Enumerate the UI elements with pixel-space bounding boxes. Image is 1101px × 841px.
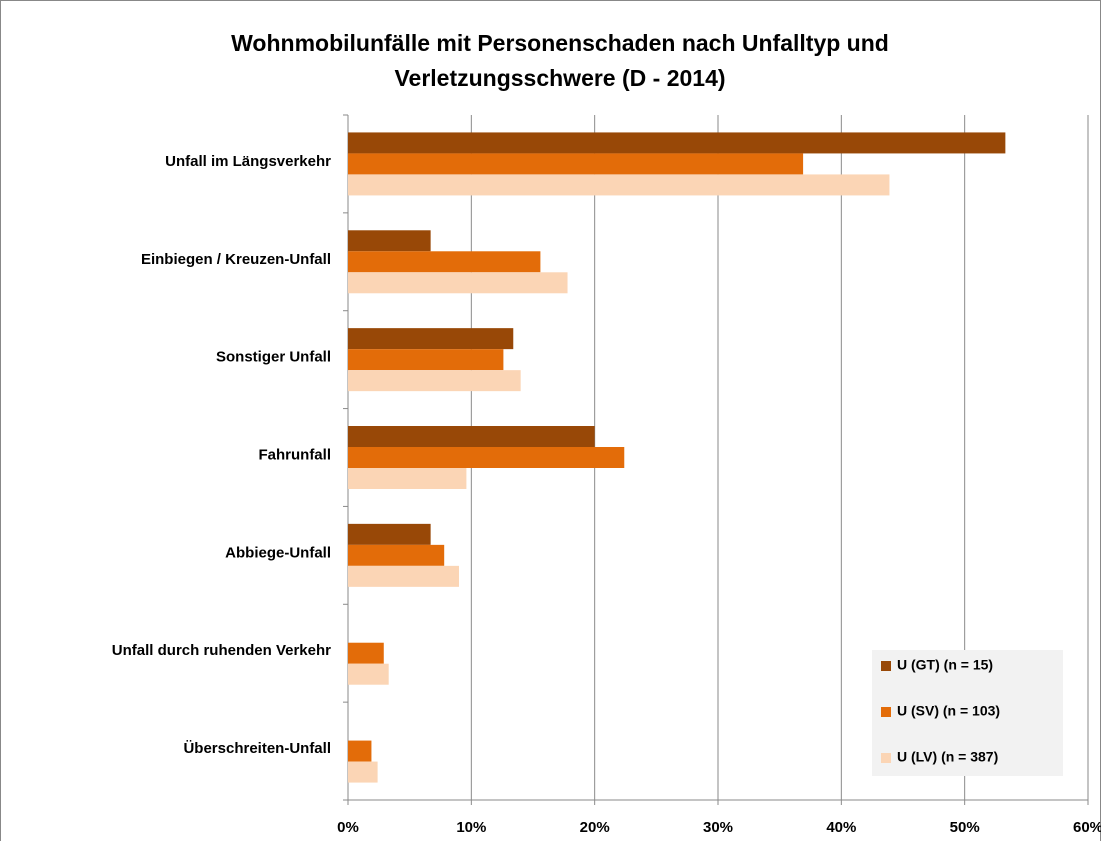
- bar: [348, 132, 1006, 154]
- bar: [348, 468, 467, 489]
- x-tick-label: 60%: [1073, 819, 1101, 836]
- x-tick-label: 50%: [950, 819, 980, 836]
- x-tick-label: 0%: [337, 819, 359, 836]
- bar: [348, 328, 514, 350]
- y-tick-label: Unfall im Längsverkehr: [165, 153, 331, 170]
- bar: [348, 740, 372, 762]
- legend-box: [872, 650, 1063, 776]
- y-tick-label: Einbiegen / Kreuzen-Unfall: [141, 251, 331, 268]
- y-tick-label: Abbiege-Unfall: [225, 544, 331, 561]
- legend-swatch: [881, 661, 891, 671]
- legend-label: U (GT) (n = 15): [897, 657, 993, 673]
- y-tick-label: Fahrunfall: [258, 446, 331, 463]
- chart-title: Verletzungsschwere (D - 2014): [394, 65, 725, 91]
- bar: [348, 174, 890, 196]
- legend-label: U (SV) (n = 103): [897, 703, 1000, 719]
- bar: [348, 349, 504, 371]
- y-tick-label: Sonstiger Unfall: [216, 349, 331, 366]
- bar: [348, 230, 431, 252]
- chart-title: Wohnmobilunfälle mit Personenschaden nac…: [231, 30, 889, 56]
- x-tick-label: 30%: [703, 819, 733, 836]
- bar: [348, 544, 445, 566]
- x-tick-label: 40%: [826, 819, 856, 836]
- bar: [348, 153, 804, 175]
- y-tick-label: Unfall durch ruhenden Verkehr: [112, 642, 331, 659]
- bar: [348, 251, 541, 273]
- bar: [348, 565, 459, 587]
- bar: [348, 761, 378, 783]
- x-tick-label: 10%: [456, 819, 486, 836]
- bar: [348, 642, 384, 664]
- legend-label: U (LV) (n = 387): [897, 749, 998, 765]
- y-tick-label: Überschreiten-Unfall: [183, 740, 331, 757]
- legend-swatch: [881, 753, 891, 763]
- bar: [348, 426, 595, 447]
- bar: [348, 370, 521, 392]
- bar: [348, 663, 389, 685]
- x-tick-label: 20%: [580, 819, 610, 836]
- bar: [348, 523, 431, 545]
- bar: [348, 447, 625, 468]
- bar: [348, 272, 568, 294]
- legend-swatch: [881, 707, 891, 717]
